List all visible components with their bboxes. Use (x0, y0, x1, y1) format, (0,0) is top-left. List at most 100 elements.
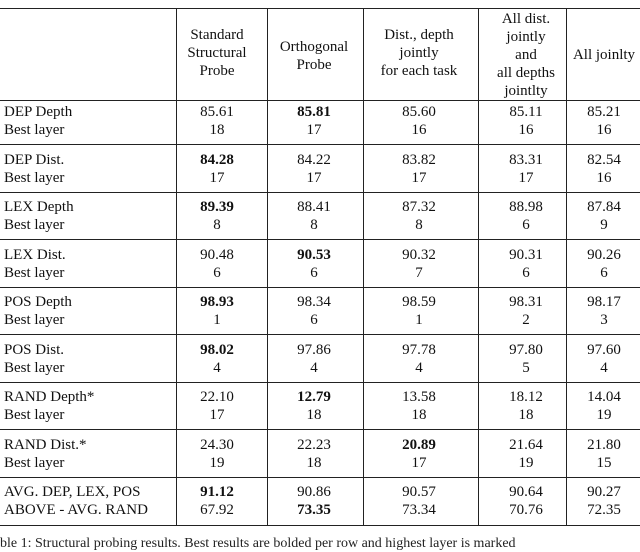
score-cell: 87.84 (587, 199, 621, 215)
layer-cell: 2 (522, 312, 530, 328)
layer-cell: 8 (415, 217, 423, 233)
row-sublabel: Best layer (4, 264, 65, 281)
column-header: Orthogonal (279, 39, 349, 55)
layer-cell: 17 (411, 169, 427, 186)
row-label: DEP Depth (4, 104, 73, 120)
column-header: for each task (380, 63, 458, 79)
row-divider (0, 100, 640, 101)
score-cell: 98.02 (200, 341, 234, 358)
row-label: POS Depth (4, 294, 72, 310)
row-label: POS Dist. (4, 341, 65, 358)
layer-cell: 18 (209, 122, 225, 138)
layer-cell: 8 (310, 217, 318, 233)
layer-cell: 3 (600, 312, 608, 328)
column-header: Structural (187, 45, 247, 61)
score-cell: 21.64 (509, 436, 543, 453)
layer-cell: 16 (518, 122, 534, 138)
column-header: all depths (497, 65, 555, 81)
score-cell: 87.32 (402, 199, 436, 215)
row-divider (0, 382, 640, 383)
score-cell: 22.10 (200, 389, 234, 405)
layer-cell: 17 (518, 169, 534, 186)
score-cell: 90.86 (297, 484, 331, 500)
row-divider (0, 334, 640, 335)
column-header: jointly (399, 45, 439, 61)
row-sublabel: Best layer (4, 122, 65, 138)
row-label: LEX Dist. (4, 246, 66, 263)
layer-cell: 17 (306, 122, 322, 138)
score-cell: 98.31 (509, 294, 543, 310)
layer-cell: 19 (209, 454, 225, 471)
layer-cell: 4 (213, 359, 221, 376)
row-divider (0, 287, 640, 288)
score-cell: 90.27 (587, 484, 621, 500)
row-label: DEP Dist. (4, 151, 65, 168)
score-cell: 85.60 (402, 104, 436, 120)
score-cell: 98.17 (587, 294, 621, 310)
score-cell: 83.82 (402, 151, 436, 168)
column-divider (176, 8, 177, 525)
column-header: jointlty (504, 83, 548, 99)
layer-cell: 6 (213, 264, 221, 281)
layer-cell: 18 (518, 407, 534, 423)
column-divider (478, 8, 479, 525)
score-cell: 22.23 (297, 436, 331, 453)
row-divider (0, 477, 640, 478)
layer-cell: 16 (596, 122, 612, 138)
row-sublabel: Best layer (4, 454, 65, 471)
row-label: AVG. DEP, LEX, POS (4, 484, 141, 500)
row-divider (0, 144, 640, 145)
score-cell: 83.31 (509, 151, 543, 168)
layer-cell: 17 (306, 169, 322, 186)
layer-cell: 16 (411, 122, 427, 138)
layer-cell: 5 (522, 359, 530, 376)
row-divider (0, 239, 640, 240)
row-divider (0, 8, 640, 9)
column-header: Probe (199, 63, 235, 79)
score-cell: 85.11 (509, 104, 543, 120)
column-header: Dist., depth (384, 27, 454, 43)
score-cell: 14.04 (587, 389, 621, 405)
score-cell: 90.31 (509, 246, 543, 263)
row-sublabel: Best layer (4, 217, 65, 233)
score-cell: 82.54 (587, 151, 621, 168)
score-cell: 90.26 (587, 246, 621, 263)
row-label: RAND Dist.* (4, 436, 87, 453)
score-cell: 97.86 (297, 341, 331, 358)
table-caption: ble 1: Structural probing results. Best … (0, 536, 516, 551)
score-cell: 84.28 (200, 151, 234, 168)
layer-cell: 73.35 (297, 502, 331, 518)
layer-cell: 6 (310, 312, 318, 328)
score-cell: 84.22 (297, 151, 331, 168)
layer-cell: 6 (522, 264, 530, 281)
layer-cell: 15 (596, 454, 612, 471)
score-cell: 90.48 (200, 246, 234, 263)
row-sublabel: Best layer (4, 407, 65, 423)
score-cell: 13.58 (402, 389, 436, 405)
layer-cell: 4 (310, 359, 318, 376)
score-cell: 97.60 (587, 341, 621, 358)
score-cell: 98.34 (297, 294, 331, 310)
layer-cell: 19 (596, 407, 612, 423)
layer-cell: 4 (415, 359, 423, 376)
column-header: All dist. (501, 11, 551, 27)
layer-cell: 17 (209, 169, 225, 186)
layer-cell: 4 (600, 359, 608, 376)
layer-cell: 6 (310, 264, 318, 281)
layer-cell: 17 (411, 454, 427, 471)
score-cell: 90.53 (297, 246, 331, 263)
score-cell: 89.39 (200, 199, 234, 215)
score-cell: 85.81 (297, 104, 331, 120)
column-divider (267, 8, 268, 525)
score-cell: 98.93 (200, 294, 234, 310)
layer-cell: 8 (213, 217, 221, 233)
score-cell: 90.32 (402, 246, 436, 263)
score-cell: 97.80 (509, 341, 543, 358)
column-divider (566, 8, 567, 525)
score-cell: 24.30 (200, 436, 234, 453)
column-header: jointly (506, 29, 546, 45)
layer-cell: 6 (522, 217, 530, 233)
score-cell: 85.61 (200, 104, 234, 120)
layer-cell: 67.92 (200, 502, 234, 518)
score-cell: 90.57 (402, 484, 436, 500)
